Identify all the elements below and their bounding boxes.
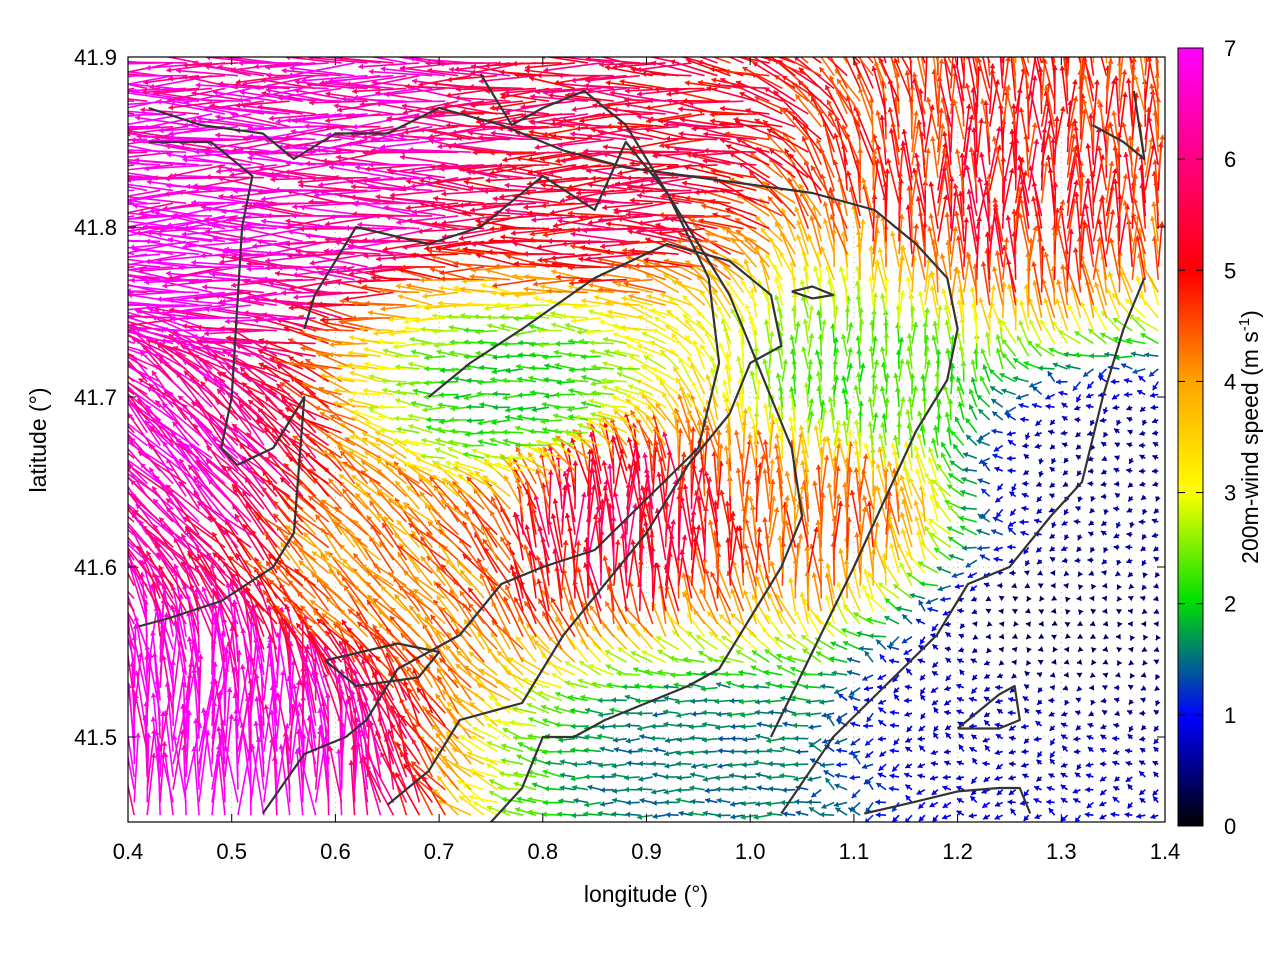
wind-arrow xyxy=(71,139,134,150)
wind-arrow xyxy=(63,124,134,130)
colorbar-gradient xyxy=(1178,48,1203,826)
x-tick-label: 0.9 xyxy=(631,839,662,864)
wind-arrow xyxy=(64,143,135,152)
x-tick-label: 1.0 xyxy=(735,839,766,864)
wind-arrow xyxy=(991,17,1003,63)
wind-arrow xyxy=(1062,13,1068,63)
wind-arrow xyxy=(73,310,134,318)
x-tick-label: 1.2 xyxy=(942,839,973,864)
y-tick-label: 41.9 xyxy=(74,45,117,70)
colorbar-tick-label: 4 xyxy=(1224,369,1236,394)
wind-arrow xyxy=(73,280,134,288)
x-tick-labels: 0.4 0.5 0.6 0.7 0.8 0.9 1.0 1.1 1.2 1.3 1.4 xyxy=(113,839,1181,864)
x-tick-label: 0.7 xyxy=(424,839,455,864)
wind-arrow xyxy=(65,187,134,193)
colorbar-tick-label: 2 xyxy=(1224,592,1236,617)
wind-arrow xyxy=(1027,19,1042,63)
x-tick-label: 0.5 xyxy=(216,839,247,864)
wind-arrow xyxy=(81,468,134,509)
wind-arrow xyxy=(64,292,134,305)
colorbar-tick-label: 1 xyxy=(1224,703,1236,728)
x-tick-label: 1.1 xyxy=(839,839,870,864)
wind-arrow xyxy=(74,319,134,344)
wind-arrow xyxy=(71,95,134,101)
y-tick-label: 41.7 xyxy=(74,385,117,410)
wind-arrow xyxy=(907,17,925,63)
wind-arrow xyxy=(89,500,135,548)
colorbar-tick-label: 3 xyxy=(1224,481,1236,506)
y-tick-label: 41.6 xyxy=(74,555,117,580)
y-axis-title: latitude (°) xyxy=(25,387,51,492)
wind-arrow xyxy=(67,76,134,91)
colorbar-label: 200m-wind speed (m s-1) xyxy=(1236,310,1263,564)
x-tick-label: 1.3 xyxy=(1046,839,1077,864)
x-tick-label: 0.6 xyxy=(320,839,351,864)
wind-arrow xyxy=(74,103,134,114)
wind-arrow xyxy=(869,15,886,63)
wind-arrow xyxy=(78,88,134,100)
colorbar-tick-label: 6 xyxy=(1224,147,1236,172)
colorbar: 0 1 2 3 4 5 6 7 200m-wind speed (m s-1) xyxy=(1178,36,1263,839)
x-tick-label: 1.4 xyxy=(1150,839,1181,864)
wind-arrow xyxy=(75,178,134,188)
x-tick-label: 0.4 xyxy=(113,839,144,864)
x-tick-label: 0.8 xyxy=(528,839,559,864)
wind-arrow xyxy=(75,265,134,271)
y-tick-label: 41.8 xyxy=(74,215,117,240)
colorbar-tick-label: 7 xyxy=(1224,36,1236,61)
colorbar-tick-label: 5 xyxy=(1224,258,1236,283)
colorbar-tick-label: 0 xyxy=(1224,814,1236,839)
wind-arrow xyxy=(1066,16,1080,63)
wind-arrow xyxy=(76,165,134,174)
wind-arrow xyxy=(65,289,134,305)
wind-arrow xyxy=(83,496,134,534)
wind-arrow xyxy=(64,193,134,203)
y-tick-label: 41.5 xyxy=(74,725,117,750)
wind-arrow xyxy=(86,438,134,484)
wind-arrow xyxy=(83,334,134,356)
wind-arrow xyxy=(63,240,134,254)
wind-arrow xyxy=(72,325,134,331)
x-axis-title: longitude (°) xyxy=(584,881,708,907)
wind-arrow xyxy=(1114,18,1132,62)
wind-arrow xyxy=(973,19,989,63)
y-tick-labels: 41.5 41.6 41.7 41.8 41.9 xyxy=(74,45,117,750)
wind-arrow xyxy=(1117,18,1123,63)
